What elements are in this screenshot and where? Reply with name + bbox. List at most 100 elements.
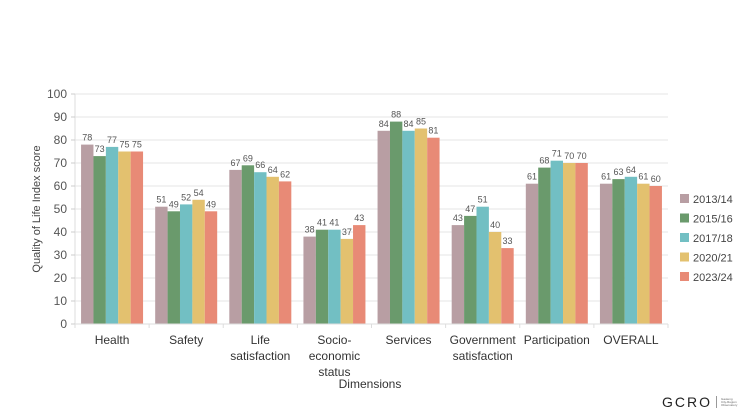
x-axis-title: Dimensions — [339, 377, 402, 391]
x-category-label: Health — [95, 333, 130, 347]
value-label: 75 — [132, 140, 142, 150]
y-tick-label: 70 — [54, 156, 68, 170]
value-label: 41 — [329, 218, 339, 228]
bar-2017-18 — [476, 206, 489, 324]
value-label: 51 — [156, 195, 166, 205]
x-category-label: Life — [251, 333, 271, 347]
value-label: 33 — [502, 236, 512, 246]
bar-2015-16 — [389, 121, 403, 324]
x-category-label: OVERALL — [603, 333, 659, 347]
y-tick-label: 50 — [54, 202, 68, 216]
value-label: 61 — [601, 172, 611, 182]
bar-2013-14 — [81, 144, 94, 324]
y-tick-label: 100 — [47, 87, 67, 101]
value-label: 49 — [169, 199, 179, 209]
logo-divider — [716, 396, 717, 408]
value-label: 70 — [577, 151, 587, 161]
value-label: 37 — [342, 227, 352, 237]
legend-label: 2020/21 — [693, 253, 733, 265]
value-label: 64 — [626, 165, 636, 175]
bar-2015-16 — [538, 167, 551, 324]
bar-2023-24 — [649, 186, 662, 324]
bar-2015-16 — [167, 211, 180, 324]
bar-2015-16 — [93, 156, 106, 324]
x-category-label: Government — [450, 333, 517, 347]
value-label: 54 — [194, 188, 204, 198]
value-label: 73 — [95, 144, 105, 154]
bar-2013-14 — [303, 236, 316, 324]
value-label: 69 — [243, 153, 253, 163]
bar-2017-18 — [550, 160, 564, 324]
bar-2017-18 — [179, 204, 193, 324]
bar-2015-16 — [612, 179, 625, 324]
bar-2020-21 — [488, 232, 502, 324]
value-label: 43 — [354, 213, 364, 223]
legend-label: 2013/14 — [693, 194, 733, 206]
value-label: 67 — [231, 158, 241, 168]
value-label: 77 — [107, 135, 117, 145]
value-label: 60 — [651, 174, 661, 184]
value-label: 84 — [404, 119, 414, 129]
bar-2013-14 — [599, 183, 613, 324]
x-category-label: status — [318, 365, 350, 379]
value-label: 63 — [614, 167, 624, 177]
value-label: 64 — [268, 165, 278, 175]
bar-2023-24 — [501, 248, 514, 324]
bar-2020-21 — [637, 183, 650, 324]
bar-2015-16 — [241, 165, 255, 324]
value-label: 47 — [465, 204, 475, 214]
x-category-label: Safety — [169, 333, 203, 347]
value-label: 51 — [478, 195, 488, 205]
y-tick-label: 90 — [54, 110, 68, 124]
y-tick-label: 80 — [54, 133, 68, 147]
value-label: 81 — [428, 126, 438, 136]
value-label: 85 — [416, 117, 426, 127]
value-label: 78 — [82, 133, 92, 143]
value-label: 68 — [539, 156, 549, 166]
logo-subtitle: Gauteng City-Region Observatory — [721, 396, 738, 407]
y-tick-label: 40 — [54, 225, 68, 239]
x-category-label: economic — [309, 349, 360, 363]
x-category-label: Services — [386, 333, 432, 347]
y-tick-label: 60 — [54, 179, 68, 193]
value-label: 66 — [255, 160, 265, 170]
bar-2013-14 — [451, 225, 465, 324]
value-label: 88 — [391, 110, 401, 120]
legend-swatch — [680, 252, 689, 262]
y-axis-title: Quality of Life Index score — [31, 145, 43, 272]
y-tick-label: 30 — [54, 248, 68, 262]
bar-2013-14 — [155, 206, 168, 324]
bar-2017-18 — [624, 176, 638, 324]
bar-2015-16 — [464, 215, 477, 324]
x-category-label: satisfaction — [453, 349, 513, 363]
bar-2017-18 — [402, 130, 415, 324]
value-label: 84 — [379, 119, 389, 129]
legend-swatch — [680, 233, 689, 242]
bar-2017-18 — [105, 146, 119, 324]
bar-2023-24 — [278, 181, 292, 324]
value-label: 70 — [564, 151, 574, 161]
x-category-label: Socio- — [317, 333, 351, 347]
bar-2023-24 — [204, 211, 218, 324]
value-label: 43 — [453, 213, 463, 223]
bar-2020-21 — [266, 176, 279, 324]
value-label: 52 — [181, 192, 191, 202]
y-tick-label: 0 — [60, 317, 67, 331]
y-tick-label: 20 — [54, 271, 68, 285]
legend-swatch — [680, 272, 689, 281]
logo-text: GCRO — [662, 394, 712, 410]
x-axis-categories: Health Safety Life satisfaction Socio-econom… — [74, 323, 669, 379]
bar-2020-21 — [563, 163, 576, 324]
legend-swatch — [680, 213, 689, 223]
bars — [81, 121, 662, 324]
bar-2015-16 — [315, 229, 329, 324]
bar-2017-18 — [328, 229, 341, 324]
y-axis-ticks: 0 10 20 30 40 50 60 70 80 90 100 — [47, 87, 75, 331]
bar-2023-24 — [130, 151, 144, 324]
value-label: 71 — [552, 149, 562, 159]
legend-label: 2015/16 — [693, 214, 733, 226]
legend-label: 2023/24 — [693, 272, 733, 284]
value-label: 61 — [527, 172, 537, 182]
